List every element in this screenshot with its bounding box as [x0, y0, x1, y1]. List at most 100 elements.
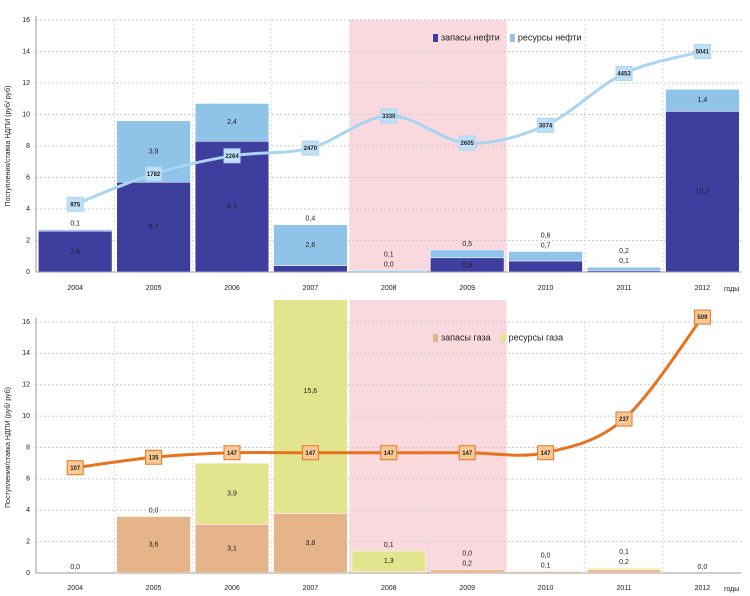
- x-tick-label: 2012: [695, 585, 711, 592]
- bar-segment: [116, 516, 191, 573]
- x-tick-label: 2010: [538, 285, 554, 292]
- data-label: 0,9: [462, 262, 472, 269]
- data-label: 3,6: [149, 542, 159, 549]
- line-label: 975: [70, 202, 81, 208]
- data-label: 3,9: [149, 148, 159, 155]
- y-tick-label: 4: [26, 507, 30, 514]
- x-axis-label: годы: [724, 586, 739, 593]
- y-tick-label: 14: [22, 48, 30, 55]
- bar-segment: [194, 103, 270, 142]
- x-tick-label: 2005: [146, 285, 162, 292]
- bar-segment: [273, 224, 348, 266]
- line-marker: [301, 140, 319, 156]
- line-label: 147: [384, 451, 395, 457]
- data-label: 0,0: [149, 507, 159, 514]
- line-label: 5041: [696, 50, 710, 56]
- x-tick-label: 2010: [538, 585, 554, 592]
- data-label: 1,3: [384, 558, 394, 565]
- x-tick-label: 2006: [224, 285, 240, 292]
- line-marker: [693, 43, 711, 59]
- line-label: 147: [305, 451, 316, 457]
- line-marker: [301, 445, 319, 461]
- bar-segment: [508, 251, 583, 262]
- x-tick-label: 2011: [616, 585, 631, 592]
- bar-segment: [273, 300, 348, 514]
- data-label: 0,1: [70, 220, 80, 227]
- data-label: 0,2: [619, 559, 629, 566]
- line-marker: [458, 135, 476, 151]
- line-marker: [66, 196, 84, 212]
- data-label: 1,4: [698, 97, 708, 104]
- legend-label: запасы нефти: [441, 32, 500, 42]
- data-label: 3,8: [306, 540, 316, 547]
- line-marker: [537, 445, 555, 461]
- bar-segment: [665, 89, 740, 112]
- data-label: 0,7: [541, 242, 551, 249]
- data-label: 0,1: [541, 562, 551, 569]
- line-marker: [615, 411, 633, 427]
- data-label: 5,7: [149, 224, 159, 231]
- y-tick-label: 2: [26, 237, 30, 244]
- y-axis-label: Поступления/ставка НДПИ (руб/ руб): [4, 86, 12, 207]
- y-tick-label: 0: [26, 570, 30, 577]
- data-label: 0,0: [541, 552, 551, 559]
- data-label: 0,2: [462, 561, 472, 568]
- line-label: 1782: [147, 172, 161, 178]
- data-label: 3,1: [227, 546, 237, 553]
- bar-segment: [586, 569, 662, 573]
- bar-segment: [351, 270, 426, 272]
- line-label: 2264: [225, 154, 239, 160]
- line-marker: [223, 148, 241, 164]
- legend-swatch: [500, 334, 506, 342]
- line-label: 509: [697, 315, 708, 321]
- line-label: 237: [619, 417, 630, 423]
- y-tick-label: 0: [26, 269, 30, 276]
- y-tick-label: 4: [26, 206, 30, 213]
- line-label: 2605: [461, 141, 475, 147]
- bar-segment: [508, 571, 583, 573]
- legend-swatch: [433, 334, 438, 342]
- line-label: 2470: [304, 146, 318, 152]
- data-label: 2,6: [70, 248, 80, 255]
- y-tick-label: 12: [22, 382, 30, 389]
- data-label: 0,4: [306, 216, 316, 223]
- x-tick-label: 2007: [303, 585, 319, 592]
- bar-segment: [116, 181, 191, 272]
- y-tick-label: 10: [22, 413, 30, 420]
- data-label: 0,1: [619, 549, 629, 556]
- data-label: 0,5: [462, 241, 472, 248]
- line-marker: [66, 460, 84, 476]
- line-label: 147: [462, 451, 473, 457]
- data-label: 0,0: [384, 261, 394, 268]
- data-label: 0,1: [384, 542, 394, 549]
- bar-segment: [273, 513, 348, 573]
- line-label: 107: [70, 466, 81, 472]
- bars: [38, 89, 740, 272]
- data-label: 15,6: [304, 388, 318, 395]
- data-label: 0,1: [619, 258, 629, 265]
- data-label: 8,3: [227, 203, 237, 210]
- y-tick-label: 14: [22, 350, 30, 357]
- bar-segment: [586, 568, 662, 571]
- x-axis-label: годы: [724, 286, 739, 293]
- data-label: 3,9: [227, 491, 237, 498]
- line-marker: [380, 108, 398, 124]
- y-tick-label: 2: [26, 538, 30, 545]
- x-tick-label: 2004: [67, 585, 83, 592]
- bar-segment: [430, 249, 505, 259]
- bar-segment: [38, 229, 113, 232]
- line-label: 3330: [382, 114, 396, 120]
- x-tick-label: 2007: [303, 285, 319, 292]
- line-marker: [615, 66, 633, 82]
- y-tick-label: 8: [26, 143, 30, 150]
- data-label: 2,6: [306, 242, 316, 249]
- y-axis-label: Поступления/ставка НДПИ (руб/ руб): [4, 387, 12, 508]
- legend-swatch: [509, 34, 515, 42]
- bar-segment: [430, 569, 505, 573]
- x-tick-label: 2009: [459, 585, 475, 592]
- x-tick-label: 2008: [381, 285, 397, 292]
- line-marker: [537, 117, 555, 133]
- y-tick-label: 10: [22, 111, 30, 118]
- line-label: 3074: [539, 123, 553, 129]
